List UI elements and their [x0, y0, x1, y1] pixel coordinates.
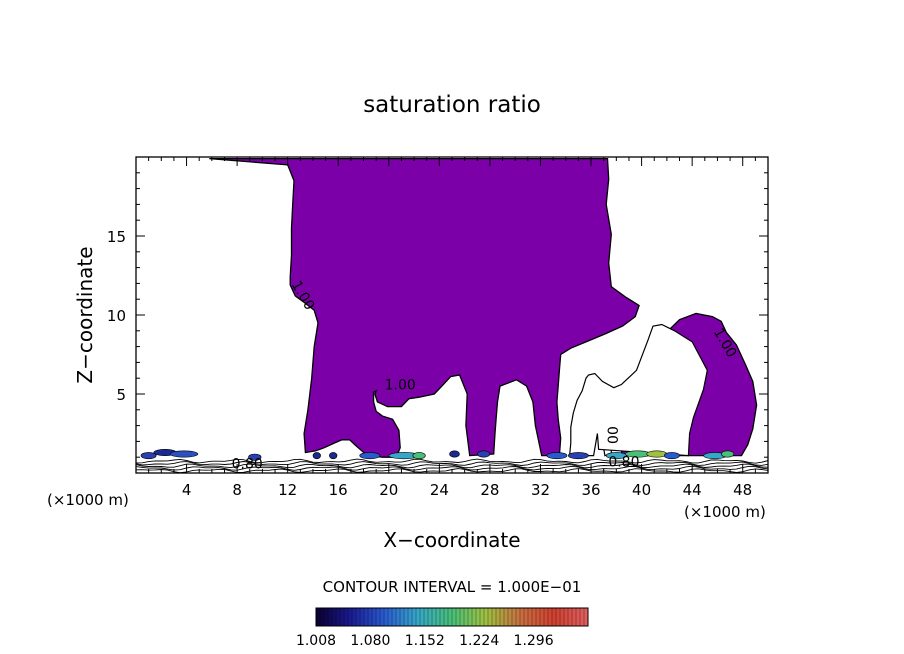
colorbar-tick-label: 1.224 — [459, 633, 499, 649]
colorbar-tick-label: 1.080 — [350, 633, 390, 649]
x-tick-label: 4 — [182, 481, 192, 499]
saturation-blob — [169, 450, 199, 458]
high-saturation-blobs — [140, 448, 735, 461]
surface-contour-line — [136, 465, 768, 471]
surface-contour-line — [136, 461, 768, 467]
x-tick-label: 40 — [632, 481, 651, 499]
contour-label: 00 — [604, 426, 620, 444]
y-tick-label: 10 — [107, 307, 126, 325]
contour-label: 0.80 — [232, 456, 263, 472]
x-tick-label: 48 — [733, 481, 752, 499]
saturation-blob — [664, 452, 680, 460]
saturation-blob — [329, 452, 338, 460]
chart-title: saturation ratio — [363, 92, 541, 118]
x-axis-label: X−coordinate — [383, 528, 520, 552]
saturation-blob — [568, 452, 589, 460]
surface-contour-line — [136, 458, 768, 464]
saturation-blob — [248, 453, 262, 461]
saturation-blob — [477, 450, 491, 458]
saturation-blob — [720, 450, 735, 458]
unsaturated-hole — [568, 323, 708, 457]
contour-interval-text: CONTOUR INTERVAL = 1.000E−01 — [323, 578, 582, 596]
contour-label: 0.80 — [608, 455, 639, 471]
colorbar-tick-label: 1.008 — [296, 633, 336, 649]
x-tick-label: 36 — [581, 481, 600, 499]
colorbar: 1.008 1.080 1.152 1.224 1.296 — [296, 607, 589, 649]
contour-label: 1.00 — [385, 377, 416, 393]
colorbar-tick-label: 1.152 — [405, 633, 445, 649]
colorbar-tick-label: 1.296 — [514, 633, 554, 649]
saturation-blob — [359, 452, 381, 460]
colorbar-frame — [315, 607, 589, 627]
x-tick-label: 44 — [683, 481, 702, 499]
x-unit-right: (×1000 m) — [684, 503, 766, 521]
y-axis-label: Z−coordinate — [73, 246, 97, 383]
y-tick-label: 15 — [107, 228, 126, 246]
x-tick-label: 24 — [430, 481, 449, 499]
saturation-region-fill — [209, 157, 758, 458]
surface-contour-line — [136, 463, 768, 469]
saturation-blob — [646, 450, 668, 458]
x-unit-left: (×1000 m) — [47, 491, 129, 509]
x-tick-label: 12 — [278, 481, 297, 499]
saturation-blob — [412, 452, 426, 460]
x-tick-label: 20 — [379, 481, 398, 499]
x-tick-label: 8 — [232, 481, 242, 499]
saturation-blob — [312, 452, 321, 460]
x-tick-label: 32 — [531, 481, 550, 499]
saturation-blob — [449, 450, 460, 458]
y-tick-label: 5 — [116, 386, 126, 404]
saturation-blob — [140, 452, 157, 460]
x-tick-label: 16 — [329, 481, 348, 499]
x-tick-label: 28 — [480, 481, 499, 499]
saturation-blob — [546, 452, 568, 460]
